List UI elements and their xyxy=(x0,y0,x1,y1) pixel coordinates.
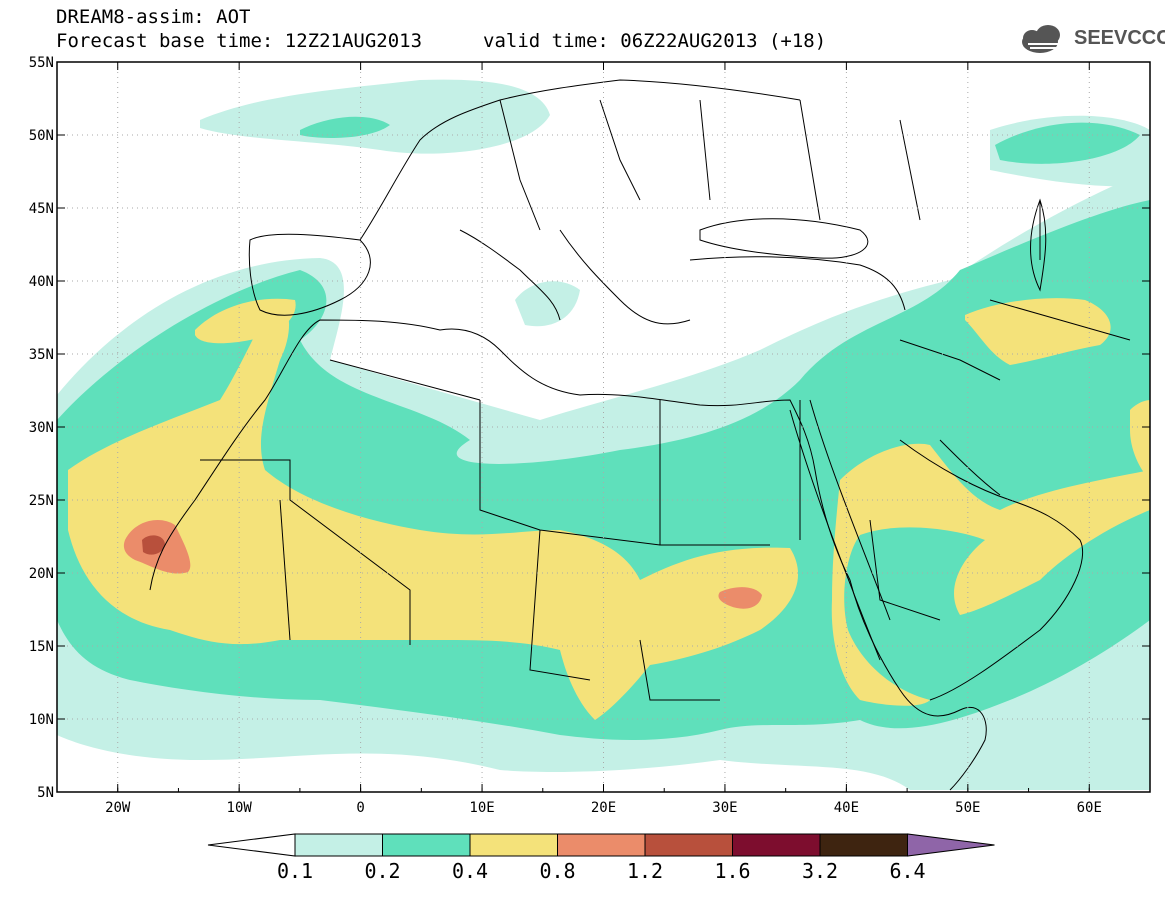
lat-tick-label: 40N xyxy=(29,274,54,290)
lon-tick-label: 10W xyxy=(227,800,253,816)
aot-band-extreme xyxy=(142,535,165,555)
colorbar-segment xyxy=(644,833,733,857)
colorbar-label: 6.4 xyxy=(889,859,925,883)
lon-tick-label: 20E xyxy=(591,800,616,816)
aot-band-high xyxy=(68,298,1150,720)
forecast-base-time: Forecast base time: 12Z21AUG2013 xyxy=(56,30,423,52)
lon-tick-label: 40E xyxy=(834,800,859,816)
colorbar xyxy=(207,833,995,857)
lat-tick-label: 35N xyxy=(29,347,54,363)
lon-tick-label: 0 xyxy=(356,800,364,816)
lat-tick-label: 50N xyxy=(29,128,54,144)
lat-tick-label: 10N xyxy=(29,712,54,728)
lat-tick-label: 25N xyxy=(29,493,54,509)
colorbar-segment xyxy=(557,833,646,857)
lat-tick-label: 45N xyxy=(29,201,54,217)
colorbar-over xyxy=(907,833,995,857)
colorbar-label: 1.2 xyxy=(627,859,663,883)
latitude-labels: 55N 50N 45N 40N 35N 30N 25N 20N 15N 10N 5N xyxy=(29,55,54,801)
graticule xyxy=(57,62,1150,792)
colorbar-segment xyxy=(732,833,821,857)
chart-title: DREAM8-assim: AOT xyxy=(56,6,251,28)
colorbar-label: 3.2 xyxy=(802,859,838,883)
colorbar-segment xyxy=(469,833,558,857)
longitude-labels: 20W 10W 0 10E 20E 30E 40E 50E 60E xyxy=(105,800,1102,816)
lat-tick-label: 55N xyxy=(29,55,54,71)
lat-tick-label: 30N xyxy=(29,420,54,436)
colorbar-under xyxy=(207,833,296,857)
colorbar-labels: 0.1 0.2 0.4 0.8 1.2 1.6 3.2 6.4 xyxy=(277,859,926,883)
colorbar-label: 0.8 xyxy=(539,859,575,883)
lat-tick-label: 20N xyxy=(29,566,54,582)
lon-tick-label: 50E xyxy=(955,800,980,816)
logo-text: SEEVCCC xyxy=(1074,27,1165,49)
colorbar-segment xyxy=(819,833,908,857)
seevccc-logo xyxy=(1022,25,1060,53)
lon-tick-label: 10E xyxy=(469,800,494,816)
lon-tick-label: 20W xyxy=(105,800,131,816)
lat-tick-label: 15N xyxy=(29,639,54,655)
lon-tick-label: 60E xyxy=(1077,800,1102,816)
colorbar-label: 0.2 xyxy=(364,859,400,883)
valid-time: valid time: 06Z22AUG2013 (+18) xyxy=(483,30,827,52)
lon-tick-label: 30E xyxy=(712,800,737,816)
colorbar-segment xyxy=(294,833,383,857)
axis-ticks xyxy=(56,61,1151,793)
aot-field xyxy=(57,79,1150,790)
lat-tick-label: 5N xyxy=(37,785,54,801)
colorbar-segment xyxy=(382,833,471,857)
cloud-icon xyxy=(1022,25,1060,53)
colorbar-label: 1.6 xyxy=(714,859,750,883)
coastlines xyxy=(149,79,1131,791)
colorbar-label: 0.1 xyxy=(277,859,313,883)
colorbar-label: 0.4 xyxy=(452,859,488,883)
